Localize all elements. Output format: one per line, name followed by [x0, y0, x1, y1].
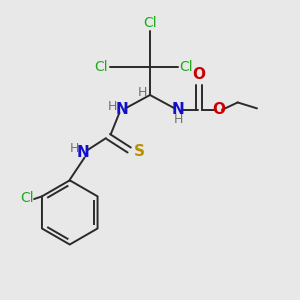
Text: H: H — [138, 86, 147, 99]
Text: Cl: Cl — [180, 60, 193, 74]
Text: Cl: Cl — [20, 190, 34, 205]
Text: N: N — [77, 146, 89, 160]
Text: S: S — [134, 144, 145, 159]
Text: H: H — [108, 100, 118, 113]
Text: Cl: Cl — [143, 16, 157, 30]
Text: H: H — [70, 142, 80, 155]
Text: N: N — [172, 102, 184, 117]
Text: O: O — [193, 67, 206, 82]
Text: O: O — [212, 102, 225, 117]
Text: N: N — [116, 102, 128, 117]
Text: H: H — [173, 113, 183, 126]
Text: Cl: Cl — [94, 60, 107, 74]
